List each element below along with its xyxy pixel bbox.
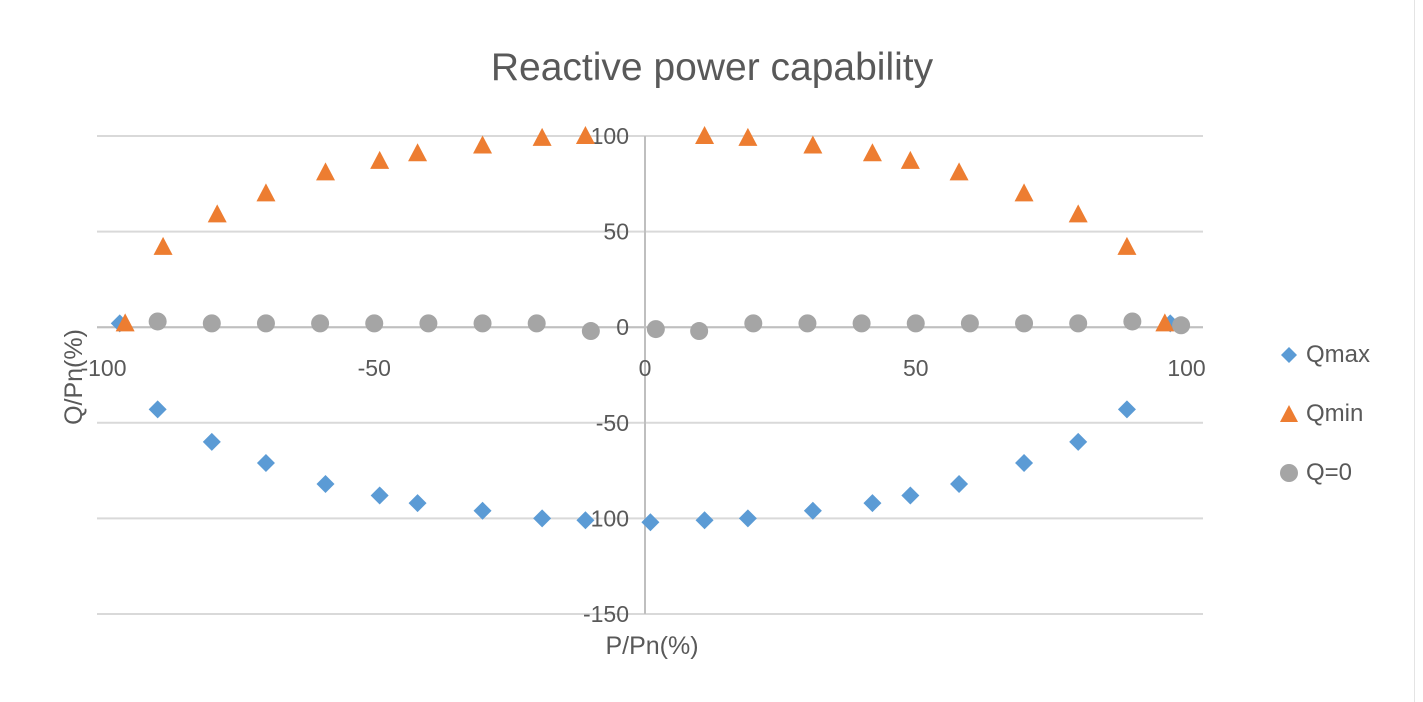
x-tick-label: -50: [358, 355, 391, 381]
qmin-point: [949, 162, 969, 181]
x-tick-label: 0: [639, 355, 652, 381]
qmax-point: [533, 509, 552, 528]
q0-point: [906, 314, 925, 333]
q0-point: [148, 312, 167, 331]
qmin-point: [153, 236, 173, 255]
q0-point: [690, 322, 709, 341]
qmax-point: [695, 511, 714, 530]
qmin-point: [738, 127, 758, 146]
q0-point: [419, 314, 438, 333]
legend-item-q0: Q=0: [1278, 443, 1370, 502]
y-tick-label: 50: [603, 219, 629, 245]
qmax-point: [641, 513, 660, 532]
qmin-point: [207, 204, 227, 223]
qmin-point: [695, 126, 715, 144]
qmax-point: [1117, 400, 1136, 419]
y-tick-label: -50: [596, 410, 629, 436]
legend-item-qmax: Qmax: [1278, 325, 1370, 384]
circle-marker-icon: [1278, 462, 1300, 484]
chart-title: Reactive power capability: [491, 46, 934, 89]
qmax-point: [256, 453, 275, 472]
q0-point: [798, 314, 817, 333]
qmax-point: [316, 474, 335, 493]
qmin-point: [473, 135, 493, 154]
chart-legend: Qmax Qmin Q=0: [1278, 325, 1370, 502]
qmin-point: [1068, 204, 1088, 223]
qmin-point: [1117, 236, 1137, 255]
qmin-point: [1014, 183, 1034, 202]
q0-point: [527, 314, 546, 333]
x-tick-label: 50: [903, 355, 929, 381]
qmax-point: [408, 494, 427, 513]
q0-point: [1015, 314, 1034, 333]
qmin-point: [256, 183, 276, 202]
qmax-point: [1015, 453, 1034, 472]
q0-point: [646, 320, 665, 339]
y-tick-label: -150: [583, 601, 629, 627]
diamond-marker-icon: [1278, 344, 1300, 366]
qmin-point: [408, 143, 428, 162]
qmin-point: [862, 143, 882, 162]
x-tick-label: 100: [1167, 355, 1205, 381]
q0-point: [202, 314, 221, 333]
q0-point: [365, 314, 384, 333]
x-axis-title: P/Pn(%): [605, 632, 698, 660]
qmin-point: [803, 135, 823, 154]
qmin-point: [316, 162, 336, 181]
qmax-point: [576, 511, 595, 530]
q0-point: [744, 314, 763, 333]
triangle-marker-icon: [1278, 403, 1300, 425]
q0-point: [311, 314, 330, 333]
q0-point: [852, 314, 871, 333]
qmax-point: [1069, 432, 1088, 451]
legend-item-qmin: Qmin: [1278, 384, 1370, 443]
qmin-point: [115, 313, 135, 332]
legend-label-q0: Q=0: [1306, 458, 1353, 486]
qmin-point: [532, 127, 552, 146]
x-tick-label: -100: [80, 355, 126, 381]
q0-point: [256, 314, 275, 333]
q0-point: [1069, 314, 1088, 333]
qmax-point: [370, 486, 389, 505]
qmax-point: [950, 474, 969, 493]
q0-point: [581, 322, 600, 341]
data-points: [110, 126, 1191, 532]
q0-point: [1172, 316, 1191, 335]
qmin-point: [575, 126, 595, 144]
qmax-point: [901, 486, 920, 505]
qmin-point: [370, 150, 390, 169]
qmin-point: [1155, 313, 1175, 332]
legend-label-qmax: Qmax: [1306, 340, 1371, 368]
qmax-point: [863, 494, 882, 513]
qmax-point: [148, 400, 167, 419]
chart-border: [1414, 0, 1415, 702]
y-axis-title: Q/Pn(%): [60, 329, 88, 425]
qmax-point: [473, 501, 492, 520]
q0-point: [473, 314, 492, 333]
y-tick-label: 100: [591, 123, 629, 149]
q0-point: [960, 314, 979, 333]
qmax-point: [738, 509, 757, 528]
q0-point: [1123, 312, 1142, 331]
y-tick-label: 0: [616, 314, 629, 340]
qmin-point: [900, 150, 920, 169]
qmax-point: [803, 501, 822, 520]
qmax-point: [202, 432, 221, 451]
legend-label-qmin: Qmin: [1306, 399, 1364, 427]
